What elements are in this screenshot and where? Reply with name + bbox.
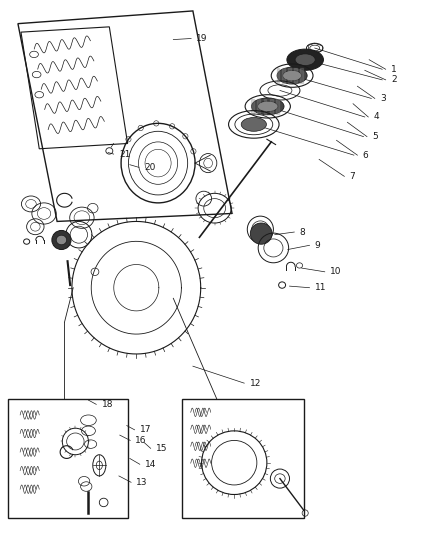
Text: 13: 13	[136, 478, 148, 487]
Text: 11: 11	[315, 283, 326, 292]
Text: 9: 9	[315, 241, 321, 250]
Text: 21: 21	[119, 150, 130, 159]
Bar	[8, 399, 127, 519]
Ellipse shape	[251, 98, 284, 115]
Text: 10: 10	[330, 268, 342, 276]
Text: 1: 1	[391, 64, 397, 74]
Bar	[182, 399, 304, 519]
Text: 15: 15	[156, 444, 167, 453]
Text: 17: 17	[140, 425, 151, 434]
Text: 14: 14	[145, 460, 156, 469]
Ellipse shape	[295, 54, 315, 66]
Text: 6: 6	[363, 151, 368, 160]
Text: 8: 8	[300, 228, 305, 237]
Ellipse shape	[251, 223, 272, 244]
Ellipse shape	[56, 235, 67, 245]
Ellipse shape	[258, 101, 278, 111]
Ellipse shape	[283, 70, 301, 81]
Text: 3: 3	[380, 94, 386, 103]
Text: 16: 16	[135, 436, 147, 445]
Text: 2: 2	[391, 75, 396, 84]
Text: 4: 4	[374, 112, 379, 122]
Ellipse shape	[52, 230, 71, 249]
Ellipse shape	[241, 117, 266, 131]
Text: 19: 19	[196, 34, 208, 43]
Ellipse shape	[287, 49, 323, 70]
Text: 12: 12	[250, 378, 261, 387]
Ellipse shape	[277, 67, 307, 84]
Text: 5: 5	[372, 132, 378, 141]
Text: 18: 18	[102, 400, 113, 409]
Text: 7: 7	[350, 172, 355, 181]
Text: 20: 20	[144, 163, 155, 172]
